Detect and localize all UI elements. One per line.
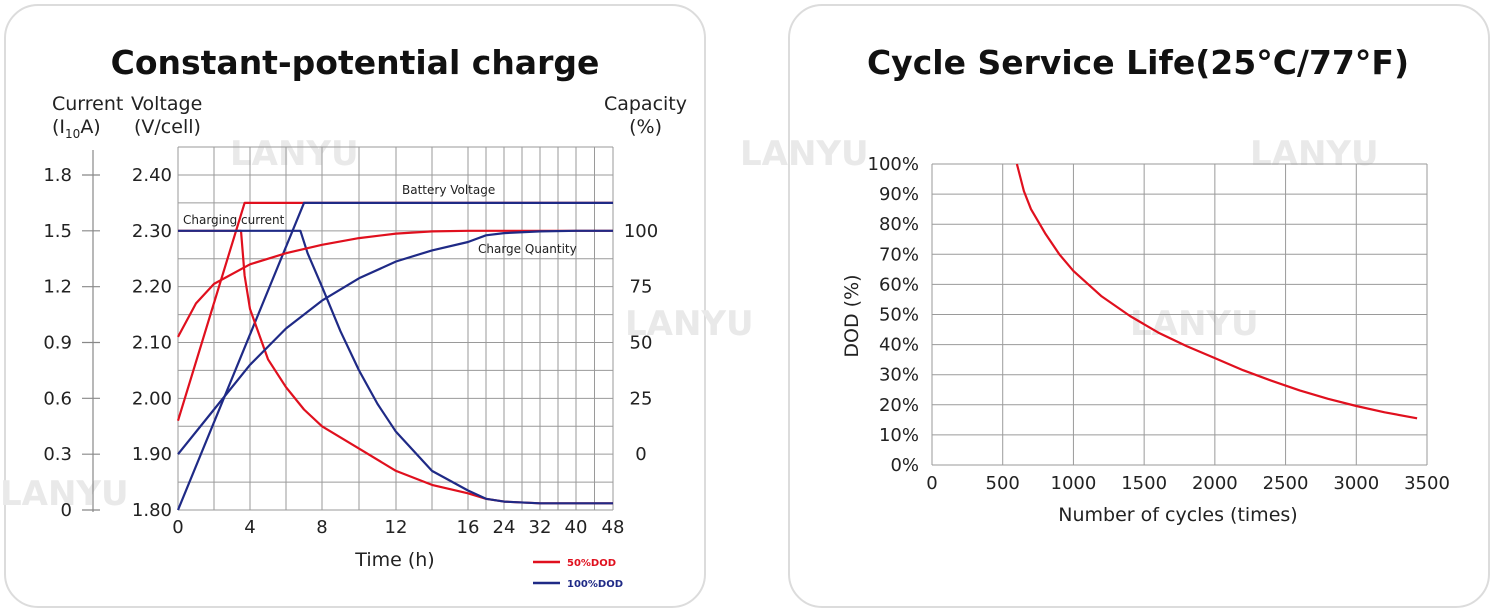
current-axis-unit-open: (I xyxy=(52,116,65,138)
y-tick-label: 40% xyxy=(879,335,919,356)
y-tick-label: 0% xyxy=(890,455,919,476)
x-tick-label: 2500 xyxy=(1263,473,1309,494)
panel-constant-potential-charge xyxy=(4,4,706,608)
voltage-tick-label: 2.30 xyxy=(132,221,172,242)
legend-label-50dod: 50%DOD xyxy=(567,558,616,569)
time-tick-label: 4 xyxy=(244,517,255,538)
time-tick-label: 16 xyxy=(457,517,480,538)
voltage-tick-label: 2.00 xyxy=(132,388,172,409)
current-tick-label: 1.2 xyxy=(43,277,72,298)
y-axis-label: DOD (%) xyxy=(841,274,863,357)
watermark-text: LANYU xyxy=(1130,304,1259,344)
watermark-text: LANYU xyxy=(740,134,869,174)
x-tick-label: 3000 xyxy=(1333,473,1379,494)
voltage-tick-label: 2.20 xyxy=(132,277,172,298)
x-tick-label: 2000 xyxy=(1192,473,1238,494)
right-grid xyxy=(931,163,1428,466)
x-tick-label: 500 xyxy=(986,473,1020,494)
voltage-tick-label: 2.10 xyxy=(132,333,172,354)
time-axis-label: Time (h) xyxy=(354,549,434,571)
x-tick-label: 0 xyxy=(926,473,937,494)
capacity-tick-label: 100 xyxy=(624,221,658,242)
current-tick-label: 1.5 xyxy=(43,221,72,242)
current-tick-label: 0.9 xyxy=(43,333,72,354)
panel-cycle-service-life xyxy=(788,4,1490,608)
current-tick-label: 0.3 xyxy=(43,444,72,465)
legend-label-100dod: 100%DOD xyxy=(567,579,623,590)
voltage-tick-label: 1.90 xyxy=(132,444,172,465)
annotation-charging-current: Charging current xyxy=(183,213,285,227)
series-line xyxy=(177,229,613,455)
annotation-battery-voltage: Battery Voltage xyxy=(402,183,495,197)
current-tick-label: 0 xyxy=(61,500,72,521)
y-tick-label: 10% xyxy=(879,425,919,446)
capacity-tick-label: 50 xyxy=(630,333,653,354)
y-tick-label: 50% xyxy=(879,305,919,326)
current-tick-label: 1.8 xyxy=(43,165,72,186)
time-tick-label: 32 xyxy=(529,517,552,538)
current-axis xyxy=(82,150,100,512)
chart-left: Constant-potential charge Current (I10A)… xyxy=(43,43,687,590)
current-axis-label: Current xyxy=(52,93,123,115)
left-tick-labels: 1.8 1.5 1.2 0.9 0.6 0.3 0 2.40 2.30 2.20 2.10 2.00 1… xyxy=(43,165,658,538)
annotation-charge-quantity: Charge Quantity xyxy=(478,242,577,256)
x-tick-label: 1000 xyxy=(1051,473,1097,494)
voltage-axis-unit: (V/cell) xyxy=(134,116,201,138)
watermark-text: LANYU xyxy=(230,134,359,174)
left-series xyxy=(176,201,613,511)
legend: 50%DOD 100%DOD xyxy=(533,558,623,590)
time-tick-label: 8 xyxy=(316,517,327,538)
y-tick-label: 30% xyxy=(879,365,919,386)
voltage-tick-label: 2.40 xyxy=(132,165,172,186)
time-tick-label: 24 xyxy=(493,517,516,538)
y-tick-label: 80% xyxy=(879,214,919,235)
voltage-axis-label: Voltage xyxy=(131,93,202,115)
series-line xyxy=(177,229,613,338)
capacity-tick-label: 0 xyxy=(635,444,646,465)
current-axis-unit: (I10A) xyxy=(52,116,101,141)
series-line xyxy=(178,229,613,505)
time-tick-label: 0 xyxy=(172,517,183,538)
y-tick-label: 20% xyxy=(879,395,919,416)
series-line xyxy=(176,201,613,511)
x-axis-label: Number of cycles (times) xyxy=(1058,504,1297,526)
y-tick-label: 70% xyxy=(879,244,919,265)
capacity-tick-label: 25 xyxy=(630,388,653,409)
y-tick-label: 100% xyxy=(868,154,919,175)
time-tick-label: 40 xyxy=(565,517,588,538)
current-axis-unit-close: A) xyxy=(80,116,100,138)
current-axis-unit-sub: 10 xyxy=(65,127,80,141)
y-tick-label: 90% xyxy=(879,184,919,205)
series-line xyxy=(1015,163,1418,420)
left-grid xyxy=(177,146,614,511)
watermark-text: LANYU xyxy=(0,474,129,514)
watermark-text: LANYU xyxy=(625,304,754,344)
watermark-text: LANYU xyxy=(1250,134,1379,174)
chart-title: Cycle Service Life(25°C/77°F) xyxy=(867,43,1409,82)
time-tick-label: 48 xyxy=(602,517,625,538)
capacity-axis-label: Capacity xyxy=(604,93,687,115)
right-series xyxy=(1015,163,1418,420)
y-tick-label: 60% xyxy=(879,274,919,295)
x-tick-label: 3500 xyxy=(1404,473,1450,494)
capacity-tick-label: 75 xyxy=(630,277,653,298)
voltage-tick-label: 1.80 xyxy=(132,500,172,521)
x-tick-label: 1500 xyxy=(1121,473,1167,494)
capacity-axis-unit: (%) xyxy=(629,116,662,138)
time-tick-label: 12 xyxy=(385,517,408,538)
current-tick-label: 0.6 xyxy=(43,388,72,409)
chart-right: Cycle Service Life(25°C/77°F) 0 500 1000 15… xyxy=(841,43,1450,526)
right-tick-labels: 0 500 1000 1500 2000 2500 3000 3500 100% 90% 80% 70… xyxy=(868,154,1450,494)
watermark-layer: LANYU LANYU LANYU LANYU LANYU LANYU xyxy=(0,134,1379,514)
chart-title: Constant-potential charge xyxy=(111,43,600,82)
